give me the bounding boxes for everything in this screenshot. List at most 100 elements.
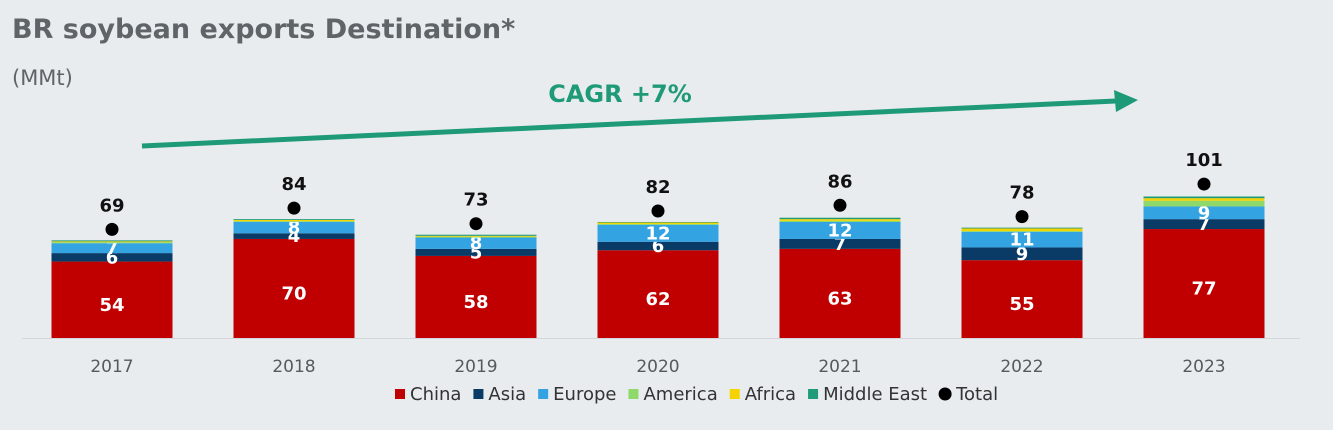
bar-label-china-2019: 58 [463,292,488,313]
legend-label-china: China [410,384,461,405]
bar-label-china-2017: 54 [99,295,124,316]
total-label-2021: 86 [827,171,852,192]
bar-segment-middle-east-2018 [233,219,355,220]
legend-label-africa: Africa [745,384,796,405]
bar-label-china-2018: 70 [281,283,306,304]
legend-label-total: Total [955,384,998,405]
bar-segment-europe-2021 [779,221,901,239]
cagr-arrow-shaft [141,98,1117,149]
bar-segment-africa-2017 [51,241,173,243]
bar-label-europe-2021: 12 [827,220,852,241]
total-marker-2020 [651,204,665,218]
bar-segment-africa-2019 [415,235,537,237]
bar-label-europe-2019: 8 [470,233,483,254]
bar-label-europe-2022: 11 [1009,230,1034,251]
total-label-2017: 69 [99,195,124,216]
bar-label-asia-2022: 9 [1016,244,1029,265]
cagr-annotation: CAGR +7% [548,80,692,108]
total-marker-2023 [1197,177,1211,191]
bar-segment-china-2022 [961,260,1083,338]
totals-layer: 69 84 73 82 86 7 8 101 [99,150,1223,236]
bar-segment-europe-2020 [597,224,719,242]
bar-segment-africa-2018 [233,219,355,222]
total-label-2018: 84 [281,174,306,195]
bar-segment-america-2018 [233,221,355,222]
bar-segment-china-2020 [597,250,719,338]
bar-label-asia-2023: 7 [1198,214,1211,235]
bar-segment-middle-east-2022 [961,227,1083,229]
x-tick-2021: 2021 [818,357,861,377]
chart-title: BR soybean exports Destination* [12,14,516,45]
bar-segment-asia-2019 [415,248,537,256]
x-tick-2020: 2020 [636,357,679,377]
total-label-2020: 82 [645,177,670,198]
bar-segment-china-2018 [233,238,355,338]
legend-swatch-america [628,389,639,399]
bar-label-china-2020: 62 [645,289,670,310]
bar-label-china-2023: 77 [1191,279,1216,300]
x-tick-2017: 2017 [90,357,133,377]
bar-segment-middle-east-2020 [597,221,719,223]
legend-label-asia: Asia [488,384,526,405]
bar-segment-europe-2022 [961,231,1083,248]
bar-segment-africa-2022 [961,228,1083,232]
legend-label-middle-east: Middle East [823,384,927,405]
bar-segment-china-2019 [415,255,537,338]
bar-segment-europe-2023 [1143,206,1265,220]
bar-segment-america-2022 [961,231,1083,232]
bar-label-china-2021: 63 [827,288,852,309]
bar-segment-africa-2020 [597,222,719,224]
bar-label-europe-2023: 9 [1198,203,1211,224]
total-label-2019: 73 [463,190,488,211]
bar-segment-asia-2018 [233,233,355,239]
total-marker-2017 [105,222,119,236]
legend-swatch-africa [729,389,740,399]
bar-segment-america-2023 [1143,200,1265,207]
total-marker-2018 [287,201,301,215]
bar-segment-asia-2022 [961,247,1083,261]
bar-segment-asia-2023 [1143,219,1265,230]
bar-segment-china-2021 [779,248,901,338]
cagr-arrow-head [1114,90,1138,112]
x-tick-labels: 2017 2018 2019 2020 2021 2022 2023 [90,357,1225,377]
legend-label-america: America [643,384,717,405]
total-marker-2022 [1015,210,1029,224]
bar-segment-america-2021 [779,220,901,222]
bar-segment-middle-east-2021 [779,217,901,220]
bar-segment-asia-2020 [597,241,719,251]
bar-segment-middle-east-2019 [415,234,537,236]
legend-swatch-china [395,389,405,399]
x-tick-2019: 2019 [454,357,497,377]
total-label-2023: 101 [1185,150,1223,171]
x-tick-2022: 2022 [1000,357,1043,377]
bar-segment-europe-2017 [51,243,173,254]
x-tick-2018: 2018 [272,357,315,377]
legend: China Asia Europe America Africa Middle East T… [395,384,998,405]
bar-segment-africa-2023 [1143,198,1265,201]
bar-label-asia-2021: 7 [834,234,847,255]
bar-label-europe-2018: 8 [288,218,301,239]
total-marker-2021 [833,198,847,212]
cagr-arrow [141,90,1138,149]
legend-swatch-asia [473,389,484,399]
bar-label-europe-2017: 7 [106,238,119,259]
total-marker-2019 [469,217,483,231]
unit-label: (MMt) [12,66,73,90]
bar-segment-middle-east-2023 [1143,196,1265,199]
bar-segment-middle-east-2017 [51,240,173,242]
bar-segment-europe-2019 [415,237,537,249]
bar-segment-africa-2021 [779,219,901,221]
bar-segment-america-2020 [597,223,719,225]
bar-segment-europe-2018 [233,221,355,234]
bar-segment-china-2017 [51,261,173,338]
legend-swatch-total [938,387,952,401]
legend-swatch-middle-east [808,389,819,399]
legend-label-europe: Europe [553,384,616,405]
bar-segment-china-2023 [1143,229,1265,338]
bar-label-china-2022: 55 [1009,294,1034,315]
bar-segment-asia-2021 [779,238,901,249]
bar-segment-america-2019 [415,236,537,238]
bar-label-europe-2020: 12 [645,223,670,244]
bar-segment-asia-2017 [51,253,173,262]
